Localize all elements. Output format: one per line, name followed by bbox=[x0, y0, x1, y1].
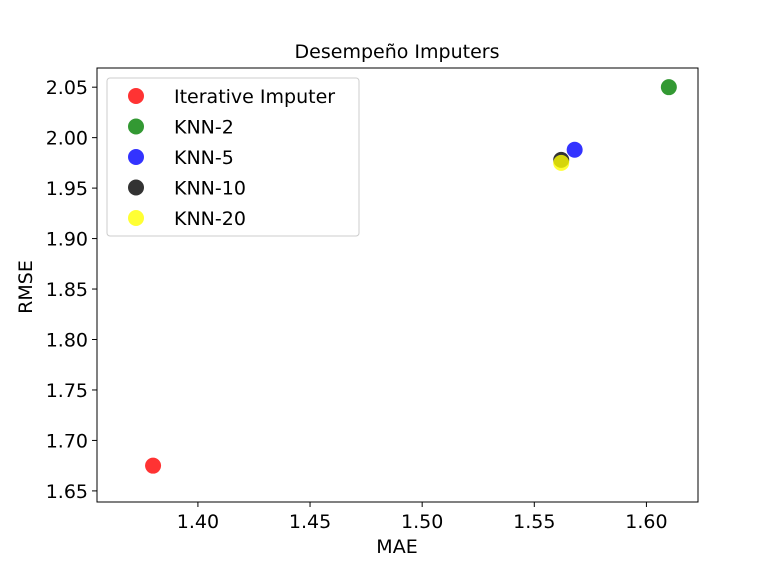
x-tick-label: 1.55 bbox=[513, 511, 555, 533]
y-axis-label: RMSE bbox=[15, 260, 37, 314]
data-point-knn-2 bbox=[660, 79, 677, 96]
x-axis-ticks: 1.40 1.45 1.50 1.55 1.60 bbox=[177, 502, 668, 533]
x-tick-label: 1.40 bbox=[177, 511, 219, 533]
legend-box bbox=[106, 77, 360, 237]
legend-marker bbox=[128, 210, 144, 226]
data-point-knn-5 bbox=[566, 141, 583, 158]
legend-label: KNN-2 bbox=[174, 117, 234, 139]
legend-label: KNN-5 bbox=[174, 147, 234, 169]
x-tick-label: 1.50 bbox=[401, 511, 443, 533]
legend-marker bbox=[128, 88, 144, 104]
x-tick-label: 1.60 bbox=[625, 511, 667, 533]
y-tick-label: 2.00 bbox=[46, 128, 88, 150]
chart-title: Desempeño Imputers bbox=[295, 41, 500, 63]
legend-marker bbox=[128, 179, 144, 196]
plot-area-frame bbox=[96, 67, 699, 503]
y-tick-label: 1.85 bbox=[46, 279, 88, 301]
y-tick-label: 2.05 bbox=[46, 77, 88, 99]
legend-marker bbox=[128, 149, 144, 165]
y-tick-label: 1.75 bbox=[46, 380, 88, 402]
x-tick-label: 1.45 bbox=[289, 511, 331, 533]
data-point-knn-20 bbox=[553, 154, 570, 171]
x-axis-label: MAE bbox=[376, 536, 417, 558]
y-tick-label: 1.65 bbox=[46, 481, 88, 503]
legend-label: KNN-20 bbox=[174, 208, 246, 230]
data-points bbox=[145, 79, 677, 474]
y-tick-label: 1.80 bbox=[46, 330, 88, 352]
y-tick-label: 1.90 bbox=[46, 229, 88, 251]
legend-label: KNN-10 bbox=[174, 178, 246, 200]
legend-label: Iterative Imputer bbox=[174, 86, 335, 108]
y-tick-label: 1.70 bbox=[46, 430, 88, 452]
data-point-iterative-imputer bbox=[145, 457, 162, 474]
legend-marker bbox=[128, 118, 144, 135]
y-axis-ticks: 1.65 1.70 1.75 1.80 1.85 1.90 1.95 2.00 2.05 bbox=[46, 77, 97, 503]
y-tick-label: 1.95 bbox=[46, 178, 88, 200]
legend: Iterative Imputer KNN-2 KNN-5 KNN-10 KNN-20 bbox=[106, 77, 360, 237]
